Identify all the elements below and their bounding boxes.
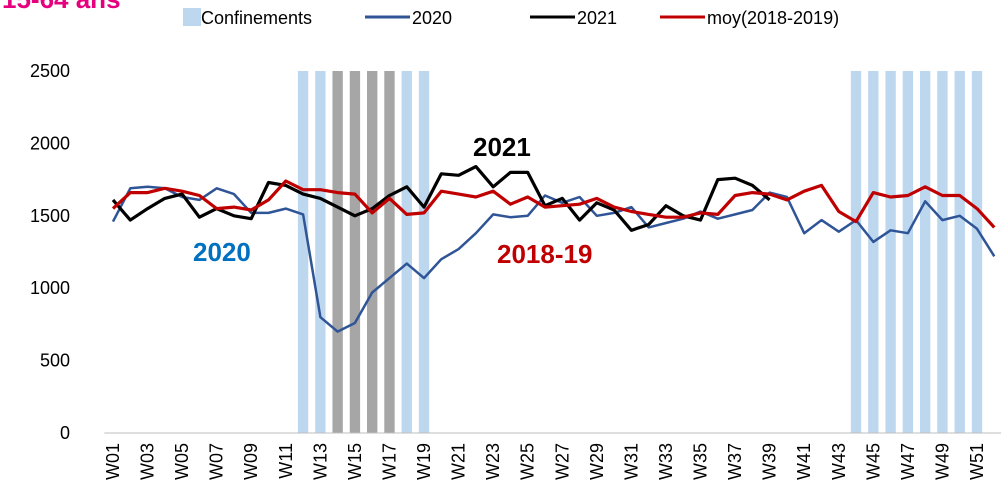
confinement-bar	[885, 71, 896, 433]
y-tick-label: 1000	[30, 278, 70, 298]
confinement-bar	[902, 71, 914, 433]
x-tick-label: W11	[276, 443, 296, 479]
x-tick-label: W31	[621, 443, 641, 480]
annotation: 2018-19	[497, 239, 592, 269]
x-tick-label: W37	[725, 443, 745, 480]
annotation: 2021	[473, 132, 531, 162]
y-tick-label: 2000	[30, 133, 70, 153]
x-tick-label: W15	[345, 443, 365, 480]
x-tick-label: W07	[207, 443, 227, 480]
x-tick-label: W13	[310, 443, 330, 480]
series-line	[111, 165, 771, 232]
confinement-bar	[349, 71, 361, 433]
y-tick-label: 2500	[30, 61, 70, 81]
confinement-bar	[384, 71, 395, 433]
legend-swatch	[183, 8, 201, 26]
y-tick-label: 0	[60, 423, 70, 443]
legend-label: 2021	[577, 8, 617, 28]
x-tick-label: W45	[863, 443, 883, 480]
x-tick-label: W35	[691, 443, 711, 480]
confinement-bar	[937, 71, 948, 433]
x-tick-label: W47	[898, 443, 918, 480]
x-tick-label: W41	[794, 443, 814, 480]
x-tick-label: W23	[483, 443, 503, 480]
x-tick-label: W09	[241, 443, 261, 480]
x-tick-label: W39	[760, 443, 780, 480]
legend-label: moy(2018-2019)	[707, 8, 839, 28]
confinement-bar	[850, 71, 862, 433]
x-tick-label: W03	[138, 443, 158, 480]
x-tick-label: W21	[449, 443, 469, 480]
confinement-bar	[315, 71, 326, 433]
confinement-bar	[919, 71, 931, 433]
x-tick-label: W17	[379, 443, 399, 480]
confinement-bar	[418, 71, 430, 433]
legend-label: Confinements	[201, 8, 312, 28]
y-tick-label: 1500	[30, 206, 70, 226]
x-tick-label: W27	[552, 443, 572, 480]
x-tick-label: W01	[103, 443, 123, 480]
chart-title: 15-64 ans	[2, 0, 121, 14]
x-tick-label: W05	[172, 443, 192, 480]
x-tick-label: W19	[414, 443, 434, 480]
legend-label: 2020	[412, 8, 452, 28]
x-tick-label: W29	[587, 443, 607, 480]
series-line	[111, 185, 996, 333]
confinement-bar	[332, 71, 343, 433]
x-tick-label: W25	[518, 443, 538, 480]
series-line	[111, 179, 996, 229]
confinement-bar	[367, 71, 378, 433]
confinement-bar	[954, 71, 965, 433]
confinement-bar	[868, 71, 879, 433]
confinement-bar	[297, 71, 309, 433]
x-tick-label: W43	[829, 443, 849, 480]
annotation: 2020	[193, 237, 251, 267]
x-tick-label: W49	[932, 443, 952, 480]
confinement-bar	[971, 71, 983, 433]
x-tick-label: W51	[967, 443, 987, 480]
confinement-bar	[401, 71, 412, 433]
y-tick-label: 500	[40, 351, 70, 371]
x-tick-label: W33	[656, 443, 676, 480]
